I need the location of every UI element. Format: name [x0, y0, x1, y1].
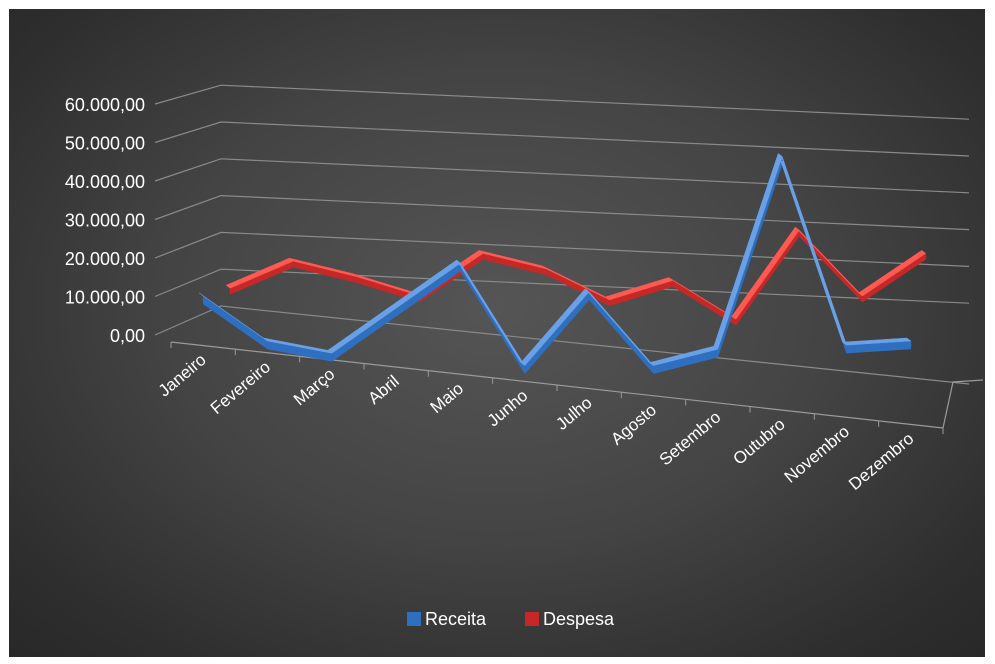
- y-tick-label: 10.000,00: [65, 288, 145, 308]
- series-segment-top: [225, 257, 294, 289]
- legend-swatch: [407, 612, 421, 626]
- chart-svg: 0,00 10.000,00 20.000,00 30.000,00 40.000,00…: [65, 84, 984, 629]
- series-segment-top: [858, 250, 927, 297]
- series-segment-face: [862, 252, 926, 303]
- x-tick-label: Agosto: [607, 400, 660, 449]
- series-segment-face: [229, 260, 294, 295]
- x-tick-label: Maio: [427, 379, 467, 417]
- series-segment-top: [391, 259, 461, 309]
- data-point: [202, 299, 204, 301]
- x-tick-label: Janeiro: [155, 350, 210, 400]
- data-point: [355, 278, 358, 281]
- series-segment-top: [520, 288, 590, 366]
- data-point: [671, 282, 674, 285]
- legend-swatch: [525, 612, 539, 626]
- chart-area: 0,00 10.000,00 20.000,00 30.000,00 40.000,00…: [9, 9, 985, 657]
- series-segment-face: [717, 156, 783, 358]
- data-point: [331, 356, 333, 359]
- data-point: [924, 255, 927, 258]
- data-point: [652, 368, 655, 371]
- series-segment-face: [395, 262, 461, 317]
- y-tick-label: 50.000,00: [65, 134, 145, 154]
- data-point: [266, 344, 269, 346]
- x-axis: [170, 341, 984, 434]
- series-segment-top: [841, 337, 912, 346]
- series-segment-top: [456, 259, 526, 366]
- legend: Receita Despesa: [407, 609, 615, 629]
- data-point: [735, 321, 737, 323]
- x-tick-label: Julho: [552, 393, 595, 434]
- gridline: [154, 84, 970, 120]
- data-point: [292, 263, 295, 265]
- y-tick-label: 20.000,00: [65, 249, 145, 269]
- y-axis-ticks: 0,00 10.000,00 20.000,00 30.000,00 40.000,00…: [65, 95, 145, 346]
- legend-label: Receita: [425, 609, 487, 629]
- y-tick-label: 40.000,00: [65, 172, 145, 192]
- gridline: [154, 305, 970, 385]
- y-tick-label: 0,00: [110, 326, 145, 346]
- series-segment-top: [542, 265, 610, 301]
- data-point: [861, 298, 864, 300]
- data-point: [459, 266, 462, 268]
- gridline: [154, 231, 970, 267]
- x-tick-label: Setembro: [656, 407, 725, 469]
- data-point: [608, 302, 611, 304]
- data-point: [910, 344, 912, 346]
- depth-axis: [942, 379, 984, 429]
- data-point: [845, 348, 848, 350]
- data-point: [781, 159, 783, 162]
- gridline: [154, 158, 970, 194]
- series-segment-face: [293, 260, 357, 283]
- y-tick-label: 60.000,00: [65, 95, 145, 115]
- gridline: [154, 268, 970, 304]
- gridline: [154, 194, 970, 231]
- series-segment-face: [331, 307, 397, 362]
- x-tick-label: Outubro: [729, 415, 788, 469]
- gridline: [154, 121, 970, 157]
- data-point: [482, 255, 484, 258]
- data-point: [588, 295, 590, 297]
- gridlines: [154, 84, 970, 385]
- x-tick-label: Junho: [484, 386, 532, 430]
- x-tick-label: Novembro: [781, 422, 853, 487]
- y-tick-label: 30.000,00: [65, 211, 145, 231]
- x-tick-label: Dezembro: [845, 429, 917, 494]
- series-segment-top: [199, 292, 268, 342]
- data-point: [524, 368, 526, 371]
- series-segment-face: [482, 253, 547, 276]
- series-lines: [199, 152, 927, 375]
- data-point: [395, 311, 397, 314]
- data-point: [798, 232, 801, 234]
- series-segment-face: [202, 295, 268, 350]
- series-segment-face: [524, 291, 590, 375]
- x-tick-label: Março: [290, 364, 338, 409]
- data-point: [229, 290, 231, 293]
- series-segment-face: [735, 229, 800, 326]
- series-segment-top: [327, 304, 397, 354]
- x-tick-label: Fevereiro: [207, 357, 274, 418]
- x-tick-label: Abril: [364, 372, 402, 408]
- data-point: [717, 352, 719, 355]
- data-point: [545, 271, 548, 273]
- legend-label: Despesa: [543, 609, 615, 629]
